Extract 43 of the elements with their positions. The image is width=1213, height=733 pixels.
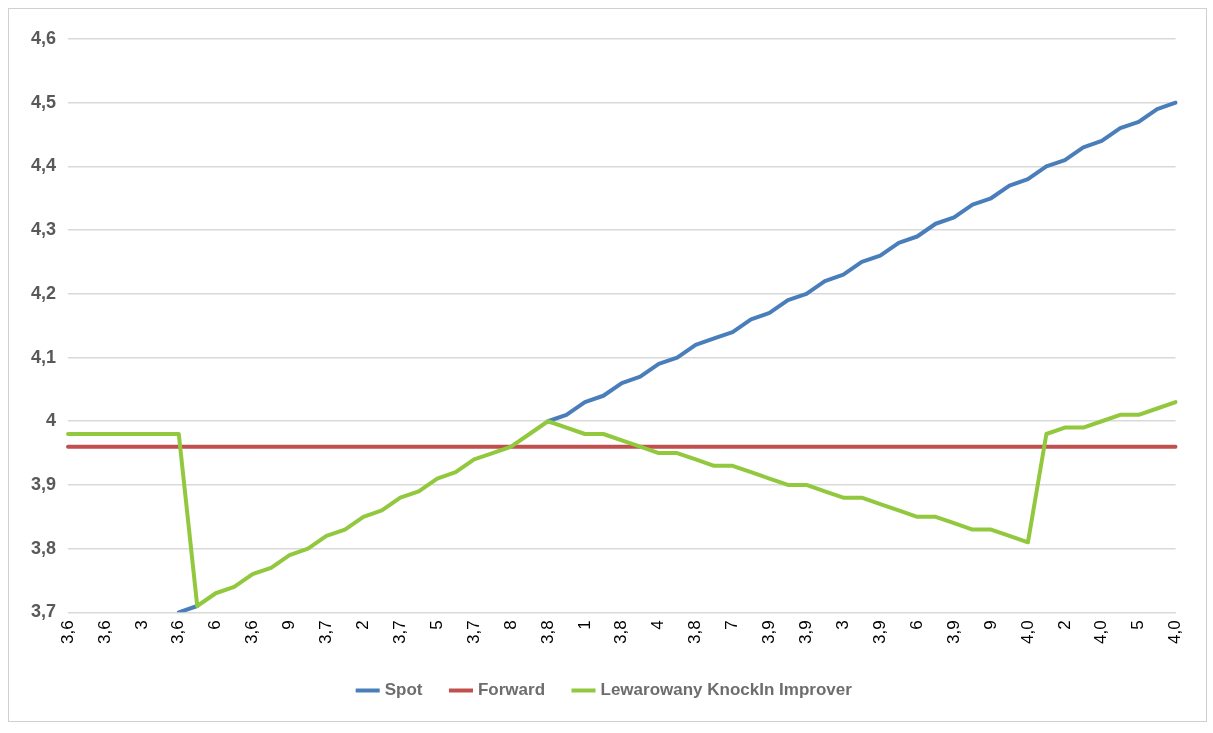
x-tick-label: 3,6 <box>57 620 77 645</box>
x-tick-label: 3,9 <box>869 620 889 645</box>
x-tick-label: 7 <box>722 620 742 630</box>
y-tick-label: 4 <box>46 410 57 431</box>
x-tick-label: 3,7 <box>463 620 483 645</box>
x-tick-label: 4 <box>648 620 668 630</box>
y-tick-label: 4,3 <box>30 219 57 240</box>
x-tick-label: 3,6 <box>168 620 188 645</box>
x-tick-label: 5 <box>1128 620 1148 630</box>
x-tick-label: 9 <box>279 620 299 630</box>
x-tick-label: 3 <box>833 620 853 630</box>
y-tick-label: 4,4 <box>30 155 57 176</box>
y-tick-label: 3,8 <box>30 537 57 558</box>
x-tick-label: 4,0 <box>1165 620 1185 645</box>
x-tick-label: 3,7 <box>389 620 409 645</box>
x-tick-label: 3,8 <box>611 620 631 645</box>
y-tick-label: 3,9 <box>30 473 57 494</box>
x-tick-label: 3,6 <box>242 620 262 645</box>
y-tick-label: 4,6 <box>30 27 57 48</box>
x-tick-label: 4,0 <box>1017 620 1037 645</box>
y-tick-label: 4,2 <box>30 282 57 303</box>
x-tick-label: 2 <box>353 620 373 630</box>
x-tick-label: 6 <box>906 620 926 630</box>
x-tick-label: 3,7 <box>316 620 336 645</box>
x-tick-label: 9 <box>980 620 1000 630</box>
legend-label: Forward <box>477 680 546 700</box>
x-tick-label: 3,9 <box>759 620 779 645</box>
legend-label: Lewarowany KnockIn Improver <box>600 680 853 700</box>
x-tick-label: 3,9 <box>796 620 816 645</box>
legend-label: Spot <box>384 680 423 700</box>
x-tick-label: 3,8 <box>537 620 557 645</box>
x-tick-label: 3,9 <box>943 620 963 645</box>
x-tick-label: 3 <box>131 620 151 630</box>
y-tick-label: 4,5 <box>30 91 57 112</box>
x-tick-label: 2 <box>1054 620 1074 630</box>
x-tick-label: 5 <box>426 620 446 630</box>
x-tick-label: 4,0 <box>1091 620 1111 645</box>
y-tick-label: 4,1 <box>30 346 57 367</box>
x-tick-label: 1 <box>574 620 594 630</box>
x-tick-label: 8 <box>500 620 520 630</box>
x-tick-label: 3,8 <box>685 620 705 645</box>
x-tick-label: 3,6 <box>94 620 114 645</box>
x-tick-label: 6 <box>205 620 225 630</box>
